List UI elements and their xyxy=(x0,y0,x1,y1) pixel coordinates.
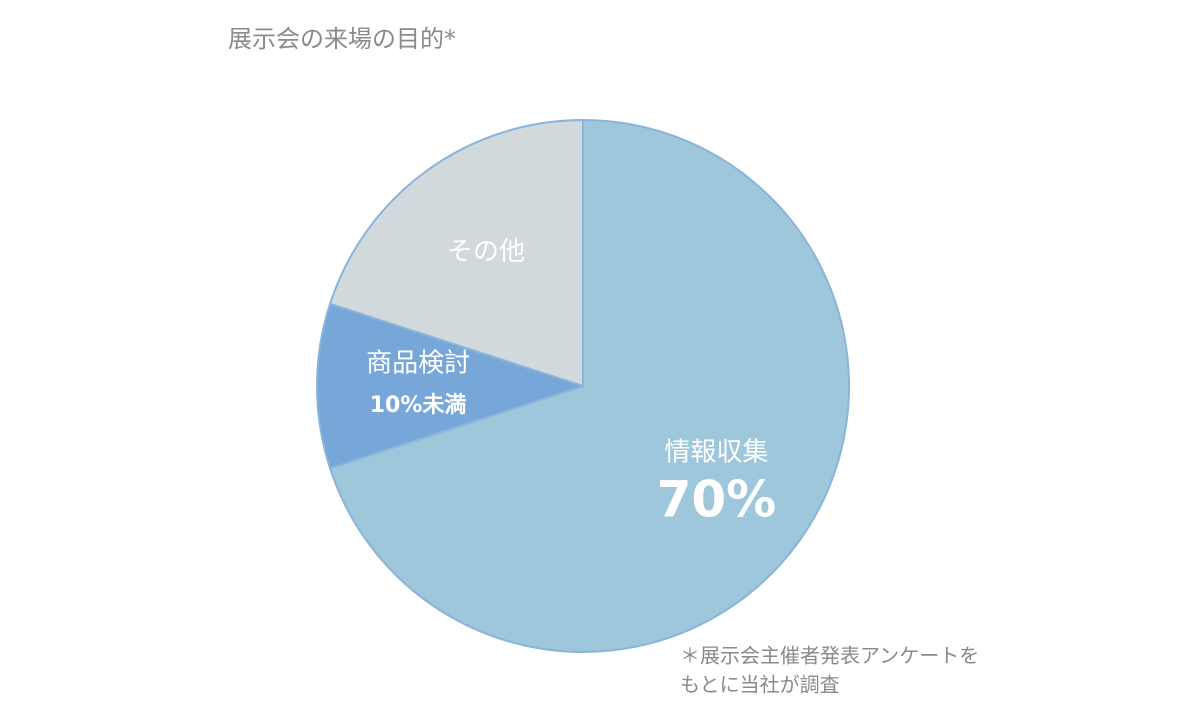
chart-title: 展示会の来場の目的* xyxy=(228,25,456,53)
pie-slice xyxy=(328,118,850,653)
pie-slice xyxy=(328,118,584,388)
value-label: 70% xyxy=(657,470,777,528)
pie-slice xyxy=(316,302,587,470)
value-label: 10%未満 xyxy=(370,392,467,418)
footnote: ＊展示会主催者発表アンケートを xyxy=(680,644,979,668)
footnote: もとに当社が調査 xyxy=(680,673,840,697)
slice-label: 情報収集 xyxy=(664,437,768,467)
slice-label: その他 xyxy=(447,237,525,267)
slice-label: 商品検討 xyxy=(366,349,470,379)
